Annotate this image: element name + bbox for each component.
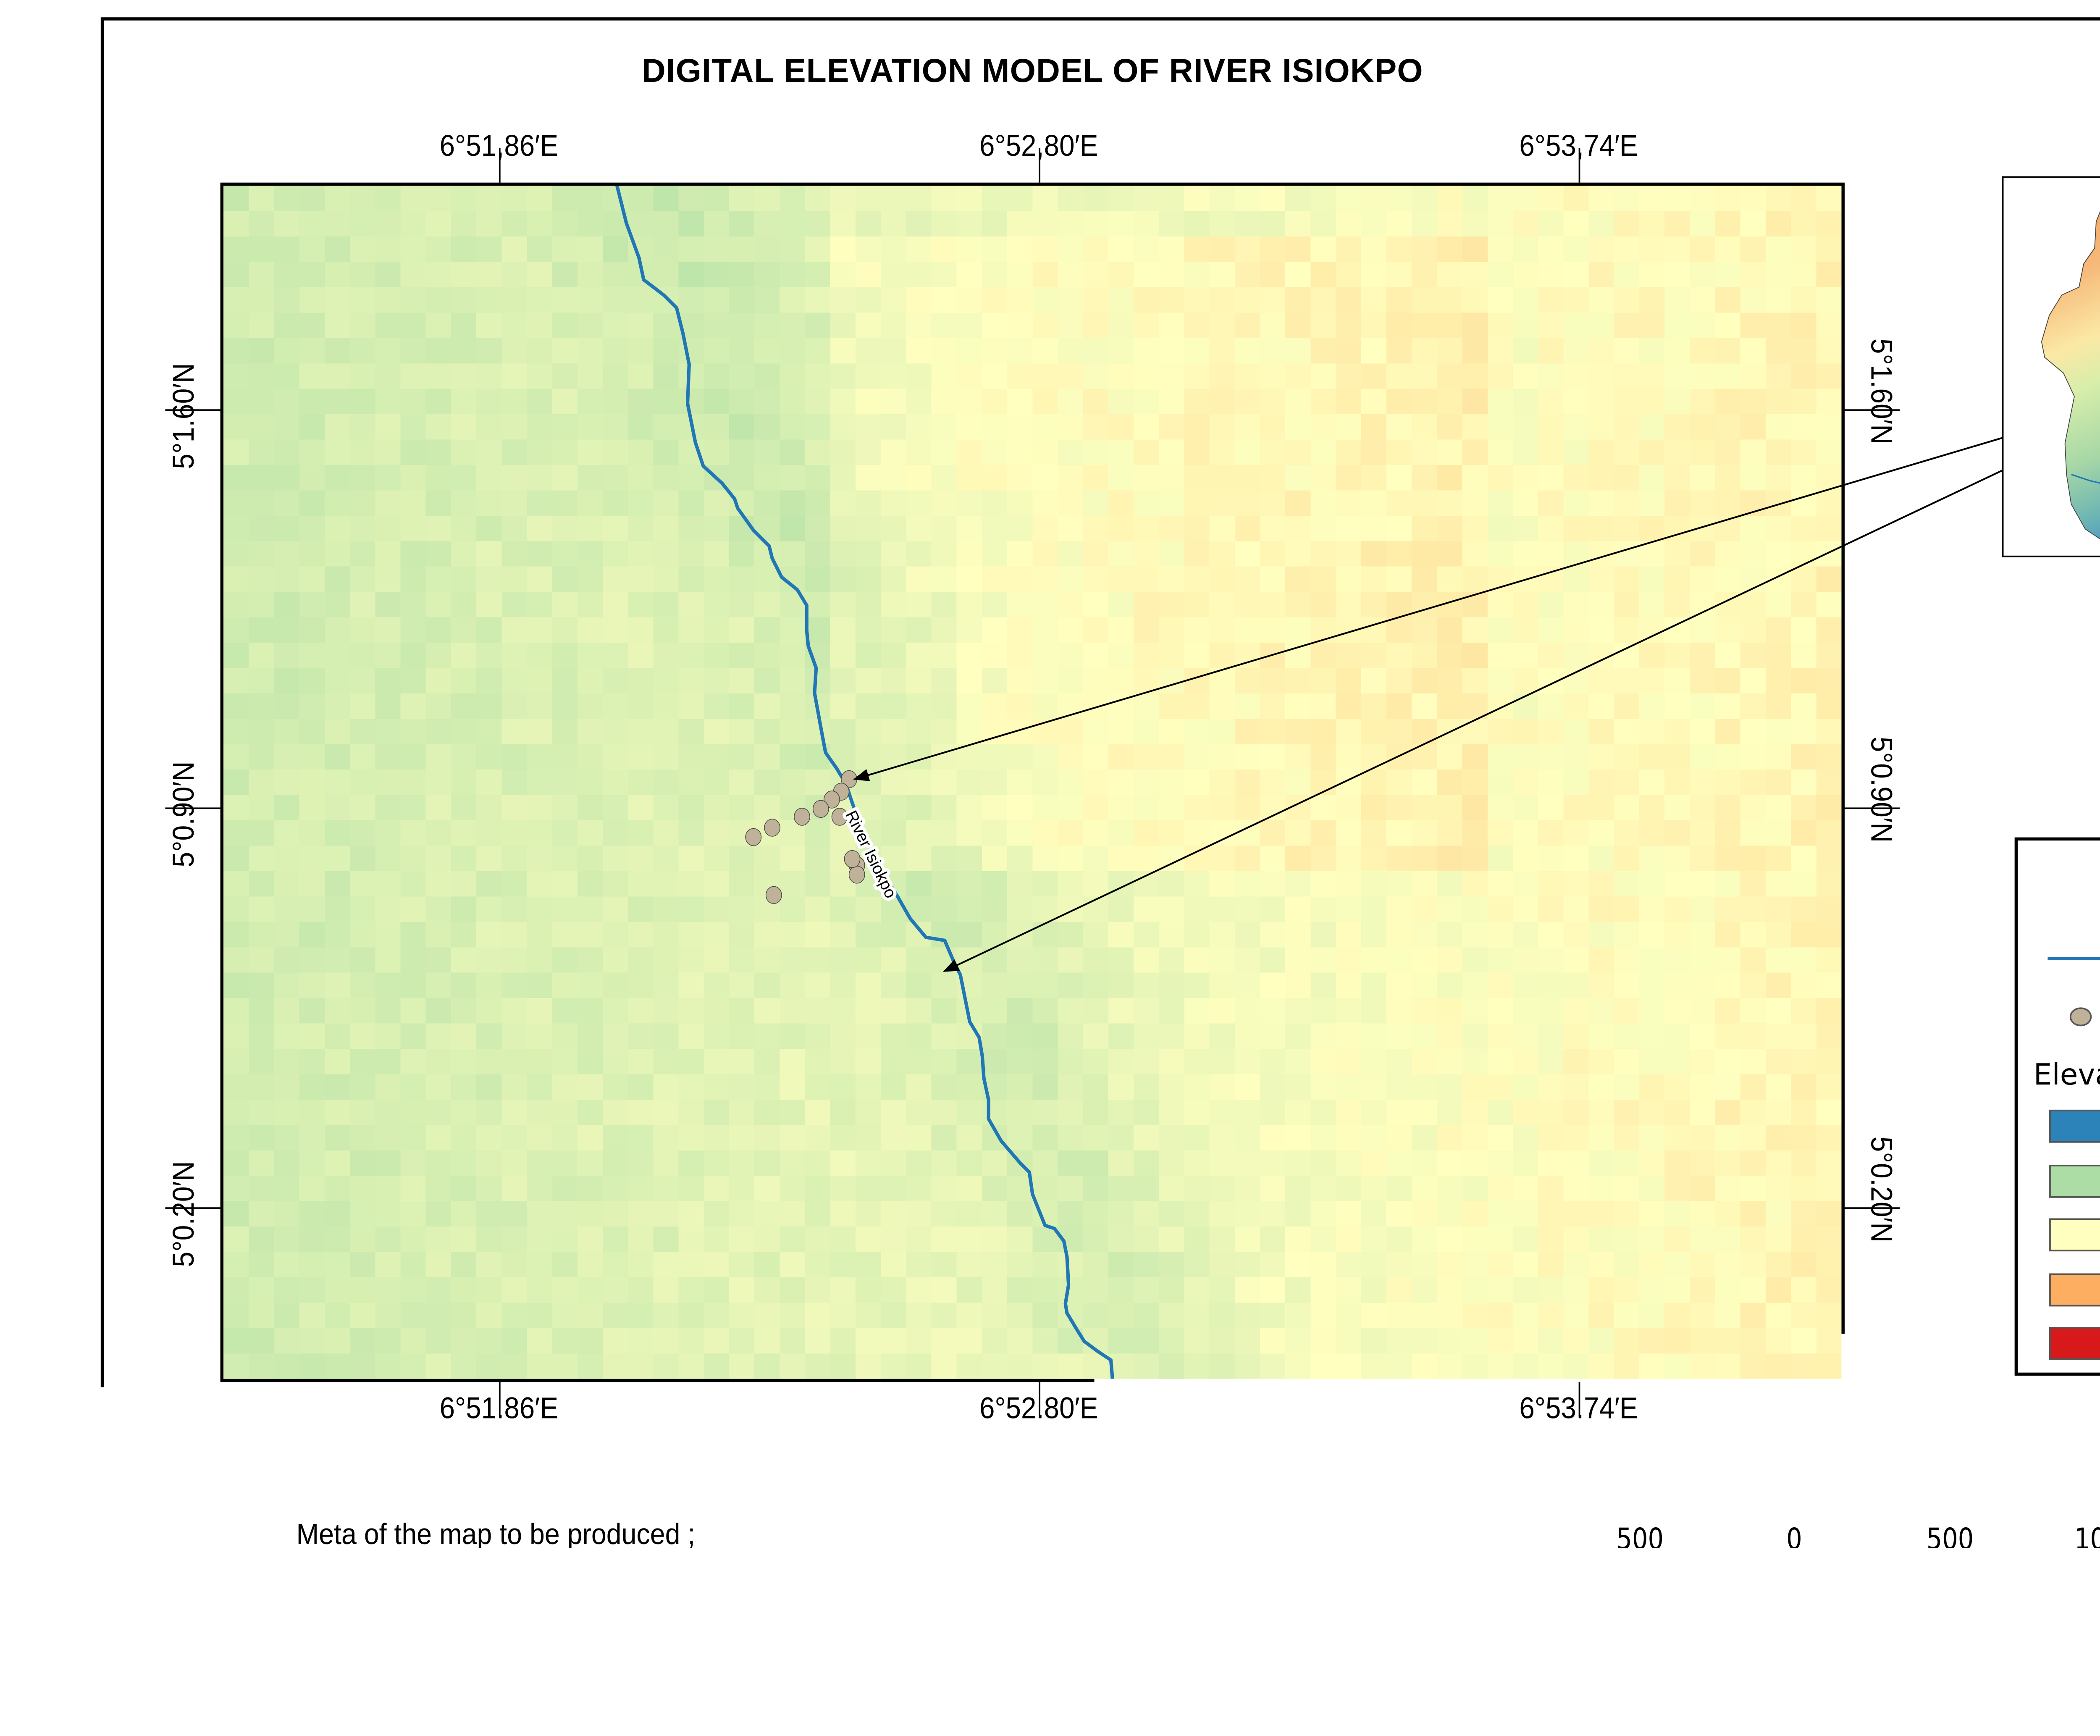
metadata-line: Produced by Unique Mappers Team xyxy=(166,1635,825,1675)
metadata-line: Data Source: Fieldwork/OpenStreetMap xyxy=(166,1594,825,1635)
sampled-location-point[interactable] xyxy=(794,808,810,825)
scale-bar: 500050010001500 m Scale xyxy=(1574,1511,2100,1700)
dem-map-frame[interactable]: River Isiokpo River Isiokpo xyxy=(220,183,1845,1382)
map-metadata: Meta of the map to be produced ; MAKAMA,… xyxy=(142,1514,850,1675)
grid-tick xyxy=(165,807,220,808)
latitude-label-right: 5°0.90′N xyxy=(1862,737,1896,843)
sample-point-symbol xyxy=(2070,1007,2092,1026)
grid-tick xyxy=(1845,1207,1900,1208)
grid-tick xyxy=(1578,1382,1579,1416)
latitude-label-left: 5°1.60′N xyxy=(168,363,203,469)
legend-title: LEGEND xyxy=(2018,863,2100,911)
inset-boundary xyxy=(2042,206,2100,548)
grid-tick xyxy=(1845,409,1900,410)
elevation-swatch xyxy=(2049,1164,2100,1197)
river-line[interactable] xyxy=(617,186,1113,1379)
elevation-legend-title: Elevation (Meters) xyxy=(2034,1059,2100,1093)
sampled-location-point[interactable] xyxy=(766,886,782,903)
grid-tick xyxy=(1845,807,1900,808)
sampled-location-point[interactable] xyxy=(813,800,829,817)
grid-tick xyxy=(1578,148,1579,182)
sampled-location-point[interactable] xyxy=(849,866,865,883)
inset-map xyxy=(2003,178,2100,555)
legend-panel: LEGEND River Isiokpo Sampled Location El… xyxy=(2015,838,2100,1376)
river-line-symbol xyxy=(2048,957,2100,961)
elevation-swatch xyxy=(2049,1327,2100,1360)
grid-tick xyxy=(1038,148,1039,182)
latitude-label-right: 5°1.60′N xyxy=(1862,339,1896,444)
sampled-location-point[interactable] xyxy=(764,819,780,836)
grid-tick xyxy=(165,409,220,410)
metadata-line: MAKAMA, David Agioni’s M.Sc. work (2023) xyxy=(166,1555,825,1595)
grid-tick xyxy=(165,1207,220,1208)
grid-tick xyxy=(1038,1382,1039,1416)
elevation-swatch xyxy=(2049,1110,2100,1143)
sampled-location-point[interactable] xyxy=(746,828,761,846)
map-layout: DIGITAL ELEVATION MODEL OF RIVER ISIOKPO… xyxy=(0,0,2100,1736)
map-title: DIGITAL ELEVATION MODEL OF RIVER ISIOKPO xyxy=(220,53,1845,91)
elevation-swatch xyxy=(2049,1218,2100,1251)
scale-bar-graphic xyxy=(1574,1511,2100,1637)
latitude-label-left: 5°0.20′N xyxy=(168,1161,203,1267)
sampled-locations-layer xyxy=(746,770,865,903)
sampled-location-point[interactable] xyxy=(844,851,860,868)
scale-title: Scale xyxy=(1944,1648,2035,1691)
latitude-label-right: 5°0.20′N xyxy=(1862,1137,1896,1242)
metadata-line: Meta of the map to be produced ; xyxy=(166,1514,825,1555)
map-vector-overlay: River Isiokpo River Isiokpo xyxy=(223,186,1841,1379)
latitude-label-left: 5°0.90′N xyxy=(168,761,203,867)
study-area-inset xyxy=(2002,176,2100,557)
elevation-swatch xyxy=(2049,1273,2100,1306)
